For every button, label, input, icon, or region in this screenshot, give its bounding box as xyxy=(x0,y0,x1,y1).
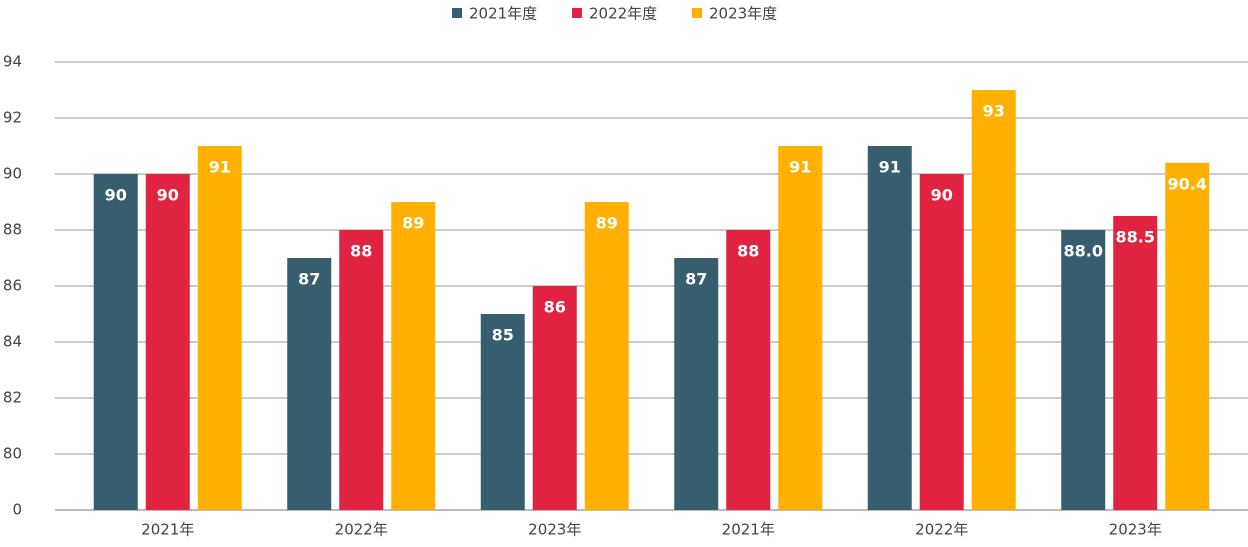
bar xyxy=(145,174,190,510)
y-tick-label: 0 xyxy=(12,501,22,519)
value-label: 91 xyxy=(879,158,901,177)
bar xyxy=(197,146,242,510)
x-tick-label: 2021年 xyxy=(141,521,194,539)
bar xyxy=(1113,216,1158,510)
x-tick-label: 2023年 xyxy=(528,521,581,539)
value-label: 89 xyxy=(402,214,424,233)
legend-label: 2023年度 xyxy=(709,5,777,23)
x-tick-label: 2022年 xyxy=(915,521,968,539)
value-label: 89 xyxy=(596,214,618,233)
legend-swatch xyxy=(452,8,462,18)
x-tick-label: 2021年 xyxy=(722,521,775,539)
value-label: 85 xyxy=(492,326,514,345)
y-tick-label: 88 xyxy=(3,221,22,239)
value-label: 91 xyxy=(789,158,811,177)
y-tick-label: 90 xyxy=(3,165,22,183)
legend-label: 2022年度 xyxy=(589,5,657,23)
legend-swatch xyxy=(692,8,702,18)
value-label: 93 xyxy=(983,102,1005,121)
bar xyxy=(480,314,525,510)
legend-swatch xyxy=(572,8,582,18)
x-tick-label: 2022年 xyxy=(335,521,388,539)
value-label: 90 xyxy=(157,186,179,205)
value-label: 90.4 xyxy=(1168,174,1207,193)
x-tick-label: 2023年 xyxy=(1109,521,1162,539)
legend-label: 2021年度 xyxy=(469,5,537,23)
value-label: 88 xyxy=(350,242,372,261)
value-label: 88 xyxy=(737,242,759,261)
value-label: 88.0 xyxy=(1064,242,1103,261)
value-label: 90 xyxy=(105,186,127,205)
bar xyxy=(391,202,436,510)
y-tick-label: 84 xyxy=(3,333,22,351)
bar xyxy=(532,286,577,510)
bar xyxy=(1061,230,1106,510)
bar xyxy=(287,258,332,510)
bar xyxy=(339,230,384,510)
y-tick-label: 82 xyxy=(3,389,22,407)
bar xyxy=(971,90,1016,510)
bar xyxy=(778,146,823,510)
bar xyxy=(674,258,719,510)
bar xyxy=(726,230,771,510)
value-label: 87 xyxy=(685,270,707,289)
y-tick-label: 86 xyxy=(3,277,22,295)
bar xyxy=(919,174,964,510)
y-tick-label: 94 xyxy=(3,53,22,71)
value-label: 86 xyxy=(544,298,566,317)
y-tick-label: 80 xyxy=(3,445,22,463)
value-label: 87 xyxy=(298,270,320,289)
value-label: 90 xyxy=(931,186,953,205)
bar xyxy=(584,202,629,510)
bar xyxy=(93,174,138,510)
bar xyxy=(1165,162,1210,511)
bar xyxy=(867,146,912,510)
value-label: 88.5 xyxy=(1116,228,1155,247)
y-tick-label: 92 xyxy=(3,109,22,127)
value-label: 91 xyxy=(209,158,231,177)
